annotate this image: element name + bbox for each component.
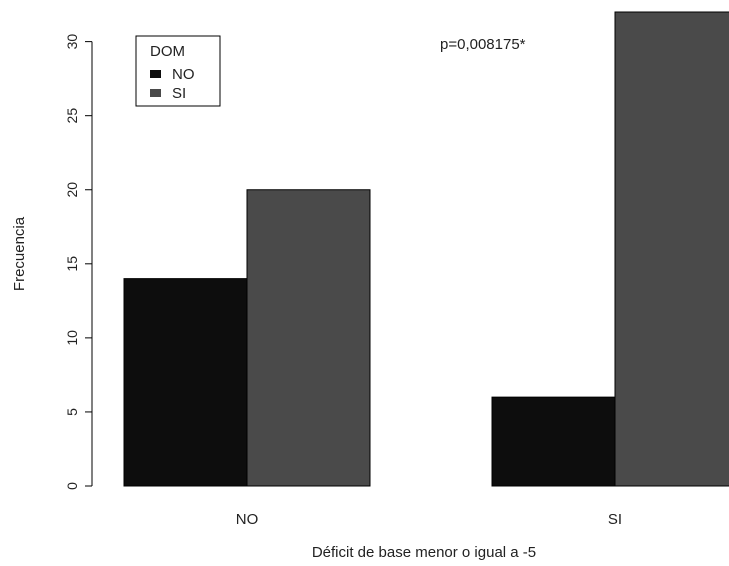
x-category-label: NO	[236, 511, 259, 528]
legend: DOM NO SI	[135, 35, 221, 107]
legend-swatch-no	[150, 70, 161, 78]
bar-no-si	[246, 189, 371, 487]
y-tick-label: 0	[64, 482, 80, 490]
bar-si-si	[614, 11, 729, 487]
y-axis: 0 5 10 15 20 25 30	[64, 34, 93, 490]
legend-label-no: NO	[172, 66, 195, 83]
x-category-label: SI	[608, 511, 622, 528]
p-value-annotation: p=0,008175*	[440, 36, 526, 53]
bar-si-no	[491, 396, 616, 487]
legend-swatch-si	[150, 89, 161, 97]
bars-group	[123, 11, 729, 487]
y-tick-label: 5	[64, 408, 80, 416]
category-labels: NO SI	[236, 511, 622, 528]
y-tick-label: 30	[64, 34, 80, 50]
y-tick-label: 20	[64, 182, 80, 198]
y-tick-label: 15	[64, 256, 80, 272]
legend-title: DOM	[150, 43, 185, 60]
y-axis-title: Frecuencia	[11, 216, 28, 291]
y-tick-label: 25	[64, 108, 80, 124]
bar-no-no	[123, 278, 248, 487]
legend-label-si: SI	[172, 85, 186, 102]
x-axis-title: Déficit de base menor o igual a -5	[312, 544, 536, 561]
y-tick-label: 10	[64, 330, 80, 346]
